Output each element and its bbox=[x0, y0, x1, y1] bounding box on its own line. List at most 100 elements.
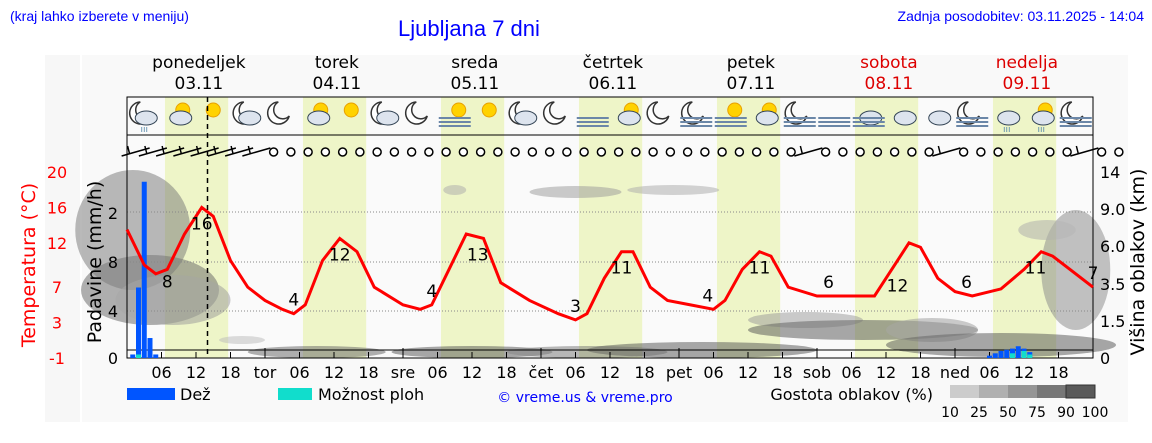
cloud-blob bbox=[219, 336, 265, 344]
wind-calm-icon bbox=[544, 147, 555, 157]
precip-tick: 2 bbox=[108, 204, 118, 223]
moon bbox=[542, 101, 566, 125]
cloud bbox=[1031, 110, 1055, 126]
wind-calm-icon bbox=[1027, 147, 1038, 157]
shower-bar bbox=[136, 354, 141, 358]
cloud-height-tick: 0 bbox=[1100, 349, 1110, 368]
cloud-density-swatch bbox=[950, 385, 979, 398]
cloud-blob bbox=[443, 185, 467, 195]
sun-icon bbox=[205, 102, 221, 118]
wind-calm-icon bbox=[510, 147, 520, 157]
precip-axis-label: Padavine (mm/h) bbox=[84, 181, 106, 344]
wind-barb-icon bbox=[794, 147, 823, 157]
day-date: 03.11 bbox=[175, 74, 224, 94]
temperature-line bbox=[125, 205, 1094, 322]
wind-calm-icon bbox=[734, 147, 745, 157]
x-tick-label: 18 bbox=[358, 363, 378, 382]
wind-barb-feather bbox=[937, 145, 942, 155]
wind-calm-icon bbox=[1114, 147, 1124, 157]
temperature-label: 7 bbox=[1088, 264, 1099, 284]
left-panel-bg bbox=[45, 55, 80, 422]
wind-calm-icon bbox=[1045, 147, 1055, 157]
daylight-band bbox=[302, 97, 367, 358]
moon-cloud-icon bbox=[370, 101, 400, 126]
cloud-density-swatch bbox=[1065, 384, 1096, 399]
precip-bar bbox=[147, 338, 153, 358]
precip-bar bbox=[1004, 349, 1010, 358]
fog-sun-icon bbox=[438, 102, 471, 127]
wind-barb-feather bbox=[195, 145, 200, 155]
cloud-height-tick: 1.5 bbox=[1100, 312, 1125, 331]
wind-calm-icon bbox=[286, 147, 296, 157]
cloud bbox=[238, 110, 262, 126]
credit-link[interactable]: © vreme.us & vreme.pro bbox=[497, 390, 672, 406]
cloud bbox=[376, 110, 400, 126]
x-tick-label: 12 bbox=[186, 363, 206, 382]
cloud-blob bbox=[627, 185, 720, 195]
wind-calm-icon bbox=[303, 147, 313, 157]
cloud-density-tick: 50 bbox=[999, 405, 1017, 421]
temperature-label: 8 bbox=[162, 272, 173, 292]
sun-cloud-icon bbox=[617, 102, 641, 126]
location-hint[interactable]: (kraj lahko izberete v meniju) bbox=[10, 8, 189, 24]
showers-legend-label: Možnost ploh bbox=[318, 385, 424, 404]
daylight-band bbox=[854, 97, 919, 358]
wind-barb-icon bbox=[242, 147, 271, 157]
day-name: ponedeljek bbox=[152, 53, 246, 73]
wind-calm-icon bbox=[372, 147, 382, 157]
wind-calm-icon bbox=[631, 147, 641, 157]
rain-drops: ııı bbox=[140, 125, 148, 135]
wind-calm-icon bbox=[700, 147, 710, 157]
temperature-tick: 16 bbox=[47, 198, 67, 217]
x-tick-label: 18 bbox=[1048, 363, 1068, 382]
wind-calm-icon bbox=[389, 147, 400, 157]
wind-barb-feather bbox=[247, 145, 252, 155]
day-date: 06.11 bbox=[589, 74, 638, 94]
last-updated: Zadnja posodobitev: 03.11.2025 - 14:04 bbox=[897, 8, 1144, 24]
temperature-label: 6 bbox=[823, 273, 834, 293]
cloud-height-tick: 6.0 bbox=[1100, 237, 1125, 256]
wind-calm-icon bbox=[320, 147, 331, 157]
day-name: torek bbox=[315, 53, 359, 73]
x-day-label: čet bbox=[529, 363, 554, 382]
moon-icon bbox=[266, 101, 290, 125]
sun bbox=[205, 102, 221, 118]
wind-barb-feather bbox=[799, 145, 804, 155]
x-tick-label: 18 bbox=[496, 363, 516, 382]
cloud bbox=[893, 110, 917, 126]
wind-barb-feather bbox=[126, 145, 131, 155]
x-tick-label: 18 bbox=[634, 363, 654, 382]
wind-barb-icon bbox=[1070, 147, 1099, 157]
wind-calm-icon bbox=[976, 147, 986, 157]
cloud-height-tick: 3.5 bbox=[1100, 275, 1125, 294]
x-day-label: sre bbox=[391, 363, 415, 382]
cloud-height-axis-label: Višina oblakov (km) bbox=[1127, 169, 1149, 356]
precip-bar bbox=[130, 354, 136, 358]
wind-calm-icon bbox=[424, 147, 434, 157]
x-tick-label: 06 bbox=[427, 363, 447, 382]
moon-fog-icon bbox=[783, 101, 816, 127]
moon-cloud-icon bbox=[232, 101, 262, 126]
temperature-label: 4 bbox=[702, 286, 713, 306]
cloud-blob bbox=[529, 186, 622, 198]
cloud bbox=[307, 110, 331, 126]
temperature-label: 16 bbox=[191, 214, 213, 234]
precip-bar bbox=[987, 355, 992, 358]
wind-barb-feather bbox=[144, 145, 148, 155]
daylight-band bbox=[440, 97, 505, 358]
cloud-density-tick: 90 bbox=[1057, 405, 1075, 421]
wind-barb-feather bbox=[161, 145, 165, 155]
day-name: petek bbox=[727, 53, 775, 73]
x-tick-label: 12 bbox=[324, 363, 344, 382]
x-tick-label: 06 bbox=[979, 363, 999, 382]
cloud-density-swatch bbox=[1008, 385, 1037, 398]
cloud-density-tick: 75 bbox=[1028, 405, 1046, 421]
day-name: sobota bbox=[860, 53, 918, 73]
temperature-label: 11 bbox=[611, 259, 633, 279]
wind-calm-icon bbox=[751, 147, 762, 157]
wind-calm-icon bbox=[579, 147, 589, 157]
wind-calm-icon bbox=[1062, 147, 1072, 157]
wind-barb-feather bbox=[178, 145, 183, 155]
wind-calm-icon bbox=[406, 147, 417, 157]
